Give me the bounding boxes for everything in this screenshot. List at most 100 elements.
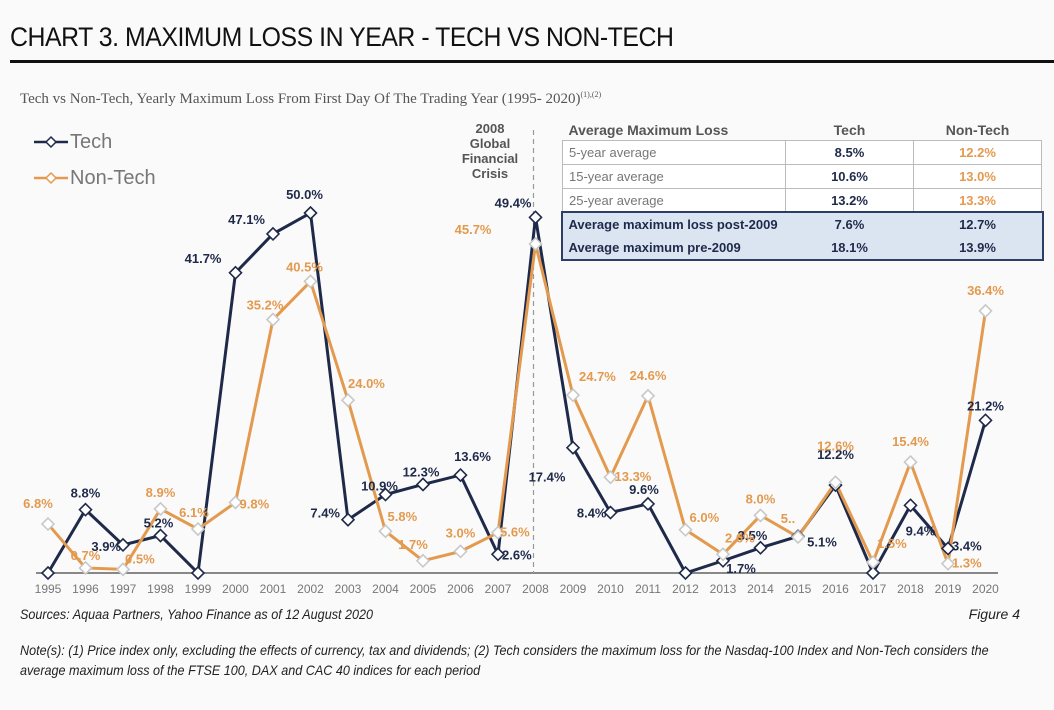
x-tick-label: 2007 — [485, 582, 512, 596]
data-point-tech — [153, 528, 168, 543]
data-label-tech: 10.9% — [361, 479, 398, 494]
table-row-highlight: Average maximum loss post-2009 7.6% 12.7… — [562, 212, 1042, 236]
tech-value: 10.6% — [785, 164, 914, 189]
data-point-tech — [678, 565, 693, 581]
data-point-tech — [453, 467, 468, 483]
data-point-tech — [940, 541, 956, 556]
x-tick-label: 2016 — [822, 582, 849, 596]
data-point-tech — [115, 537, 131, 553]
data-point-tech — [378, 487, 393, 502]
legend-label-nontech: Non-Tech — [70, 166, 156, 189]
legend-label-tech: Tech — [70, 130, 113, 153]
data-label-nontech: 8.9% — [146, 485, 176, 500]
data-point-nontech — [265, 312, 281, 327]
data-label-tech: 7.4% — [310, 506, 340, 521]
data-point-nontech — [865, 555, 881, 570]
x-tick-label: 2014 — [747, 582, 774, 596]
title-divider — [10, 60, 1054, 63]
x-tick-label: 2018 — [897, 582, 924, 596]
data-point-nontech — [940, 556, 956, 571]
nontech-value: 12.7% — [913, 212, 1042, 236]
data-label-nontech: 35.2% — [247, 298, 284, 313]
data-point-nontech — [228, 495, 243, 510]
data-point-tech — [415, 477, 431, 492]
data-point-nontech — [153, 501, 168, 517]
tech-value: 7.6% — [785, 212, 914, 236]
data-label-tech: 9.4% — [906, 523, 936, 538]
data-point-tech — [528, 210, 543, 225]
sources-text: Sources: Aquaa Partners, Yahoo Finance a… — [20, 606, 374, 622]
data-label-tech: 3.9% — [91, 539, 121, 554]
row-label: 15-year average — [562, 164, 786, 189]
footnote-text: Note(s): (1) Price index only, excluding… — [20, 642, 989, 678]
data-label-nontech: 5.6% — [500, 525, 530, 540]
nontech-value: 12.2% — [913, 140, 1042, 165]
data-point-nontech — [490, 525, 506, 540]
nontech-value: 13.3% — [913, 188, 1042, 213]
x-tick-label: 1998 — [147, 582, 174, 596]
table-row: 25-year average 13.2% 13.3% — [562, 188, 1042, 213]
x-tick-label: 2006 — [447, 582, 474, 596]
table-row-highlight: Average maximum pre-2009 18.1% 13.9% — [562, 236, 1042, 259]
x-tick-label: 2005 — [410, 582, 437, 596]
x-tick-label: 2015 — [785, 582, 812, 596]
data-point-tech — [40, 565, 56, 581]
table-row: 15-year average 10.6% 13.0% — [562, 164, 1042, 189]
data-point-nontech — [828, 475, 843, 490]
x-tick-label: 2012 — [672, 582, 699, 596]
data-point-nontech — [303, 274, 318, 289]
data-label-nontech: 36.4% — [967, 283, 1004, 298]
x-tick-label: 1996 — [72, 582, 99, 596]
data-point-tech — [340, 512, 356, 527]
data-label-tech: 12.2% — [817, 447, 854, 462]
row-label: 25-year average — [562, 188, 786, 213]
data-point-tech — [865, 565, 881, 581]
data-point-tech — [265, 226, 281, 242]
nontech-value: 13.0% — [913, 164, 1042, 189]
data-label-nontech: 9.8% — [240, 496, 270, 511]
nontech-value: 13.9% — [913, 236, 1042, 259]
data-point-nontech — [678, 522, 693, 537]
data-label-tech: 8.4% — [577, 506, 607, 521]
x-tick-label: 2008 — [522, 582, 549, 596]
data-label-tech: 41.7% — [185, 251, 222, 266]
data-label-tech: 49.4% — [495, 195, 532, 210]
data-point-tech — [303, 205, 318, 221]
data-label-nontech: 5.. — [781, 511, 795, 526]
data-point-nontech — [378, 524, 393, 539]
table-header-tech: Tech — [833, 122, 866, 138]
data-label-nontech: 24.0% — [348, 376, 385, 391]
data-label-tech: 3.5% — [738, 528, 768, 543]
table-header-row: Average Maximum Loss Tech Non-Tech — [563, 120, 1042, 141]
data-point-nontech — [565, 388, 581, 403]
chart-subtitle-text: Tech vs Non-Tech, Yearly Maximum Loss Fr… — [20, 91, 581, 107]
data-label-nontech: 0.7% — [71, 548, 101, 563]
data-point-tech — [228, 265, 243, 280]
data-point-nontech — [790, 529, 806, 545]
data-label-nontech: 1.5% — [877, 536, 907, 551]
nontech-line-marker-icon — [34, 171, 68, 185]
average-loss-table: Average Maximum Loss Tech Non-Tech 5-yea… — [560, 120, 1044, 261]
x-tick-label: 2003 — [335, 582, 362, 596]
data-label-tech: 13.6% — [454, 449, 491, 464]
data-point-nontech — [415, 553, 431, 568]
x-tick-label: 2001 — [260, 582, 287, 596]
crisis-annotation-line4: Crisis — [471, 166, 509, 181]
data-point-nontech — [978, 303, 993, 319]
x-tick-label: 2009 — [560, 582, 587, 596]
crisis-annotation: 2008 Global Financial Crisis — [455, 121, 525, 181]
x-tick-label: 2013 — [710, 582, 737, 596]
data-label-nontech: 15.4% — [892, 434, 929, 449]
data-label-nontech: 24.7% — [579, 369, 616, 384]
row-label: 5-year average — [562, 140, 786, 165]
crisis-annotation-line3: Financial — [461, 151, 519, 166]
figure-label: Figure 4 — [968, 606, 1020, 622]
data-point-tech — [490, 547, 506, 562]
series-line-nontech — [46, 243, 987, 571]
data-point-tech — [753, 540, 768, 555]
tech-line-marker-icon — [34, 135, 68, 149]
data-label-tech: 9.6% — [629, 482, 659, 497]
data-point-nontech — [78, 560, 93, 576]
data-label-nontech: 5.8% — [388, 509, 418, 524]
data-label-nontech: 45.7% — [455, 222, 492, 237]
